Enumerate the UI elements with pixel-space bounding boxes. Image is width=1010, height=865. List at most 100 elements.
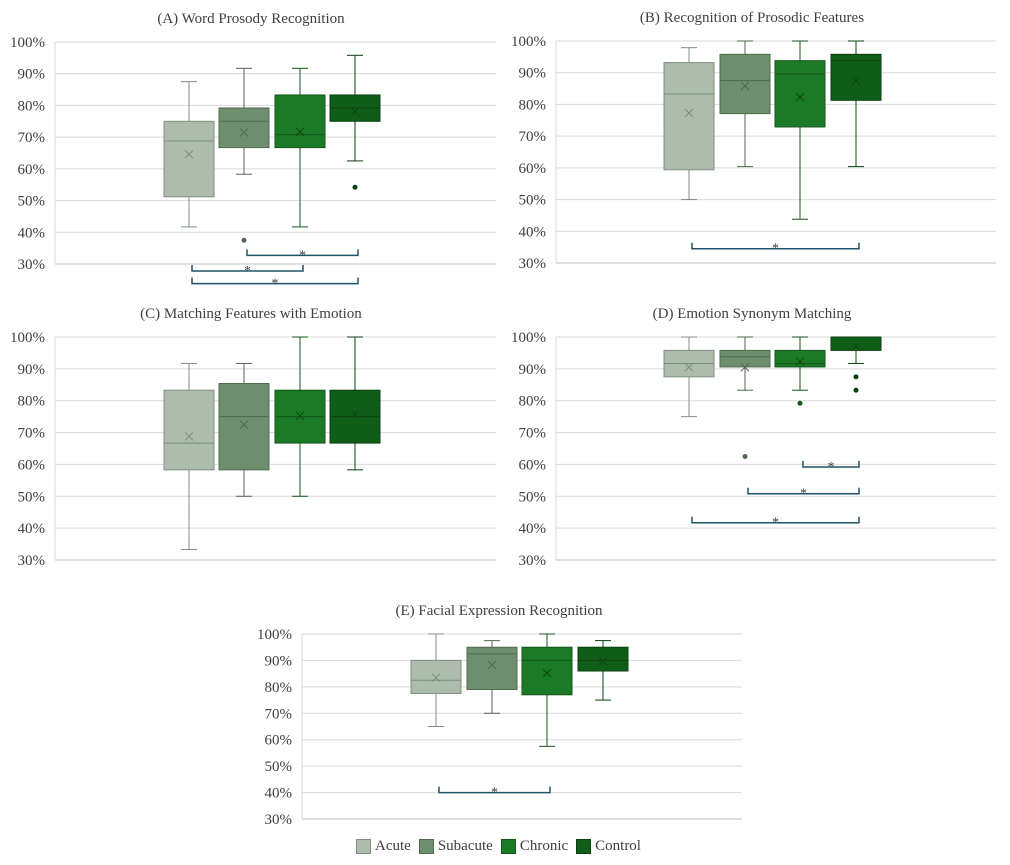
mean-marker bbox=[684, 362, 694, 372]
box-iqr bbox=[163, 120, 215, 198]
legend-swatch-control bbox=[576, 839, 592, 854]
panel-d-tick-label: 90% bbox=[519, 362, 547, 378]
panel-c-box-acute bbox=[163, 362, 215, 550]
panel-e-tick-label: 80% bbox=[265, 680, 293, 696]
panel-e-tick-label: 100% bbox=[257, 627, 292, 643]
panel-a-box-chronic bbox=[274, 67, 326, 228]
panel-b-tick-label: 50% bbox=[519, 193, 547, 209]
panel-c-tick-label: 100% bbox=[10, 330, 45, 346]
box-iqr bbox=[774, 60, 826, 128]
panel-d: (D) Emotion Synonym Matching 30% 40% 50% 60… bbox=[511, 306, 996, 569]
legend-item-control: Control bbox=[576, 838, 641, 855]
panel-e-box-subacute bbox=[466, 640, 518, 714]
mean-marker bbox=[598, 656, 608, 666]
legend-label-chronic: Chronic bbox=[519, 838, 569, 854]
box-iqr bbox=[218, 383, 270, 471]
panel-a-significance-bracket: * bbox=[191, 277, 359, 292]
panel-a-significance-bracket: * bbox=[191, 264, 304, 279]
outlier-point bbox=[241, 237, 247, 243]
panel-b-tick-label: 80% bbox=[519, 97, 547, 113]
legend: Acute Subacute Chronic Control bbox=[0, 838, 1010, 862]
mean-marker bbox=[431, 673, 441, 682]
mean-marker bbox=[350, 107, 360, 117]
mean-marker bbox=[350, 409, 360, 419]
box-iqr bbox=[218, 107, 270, 149]
significance-label: * bbox=[272, 277, 279, 292]
panel-c-box-chronic bbox=[274, 336, 326, 497]
panel-e-title: (E) Facial Expression Recognition bbox=[395, 603, 603, 619]
box-iqr bbox=[719, 53, 771, 115]
panel-a-box-control bbox=[329, 54, 381, 190]
significance-label: * bbox=[299, 248, 306, 263]
panel-d-tick-label: 100% bbox=[511, 330, 546, 346]
panel-a-tick-label: 30% bbox=[18, 257, 46, 273]
panel-b-tick-label: 60% bbox=[519, 161, 547, 177]
panel-a-tick-label: 40% bbox=[18, 225, 46, 241]
panel-a-tick-label: 100% bbox=[10, 35, 45, 51]
panel-a-tick-label: 50% bbox=[18, 194, 46, 210]
bracket-line bbox=[191, 277, 359, 285]
box-iqr bbox=[521, 646, 573, 696]
box-iqr bbox=[163, 389, 215, 471]
panel-b-box-subacute bbox=[719, 40, 771, 168]
mean-marker bbox=[684, 108, 694, 118]
outlier-point bbox=[742, 453, 748, 459]
box-iqr bbox=[577, 646, 629, 672]
panel-d-title: (D) Emotion Synonym Matching bbox=[653, 306, 852, 322]
panel-b-significance-bracket: * bbox=[691, 242, 860, 257]
panel-e: (E) Facial Expression Recognition 30% 40%… bbox=[257, 603, 742, 828]
bracket-line bbox=[438, 786, 551, 794]
panel-c-box-control bbox=[329, 336, 381, 471]
outlier-point bbox=[352, 184, 358, 190]
significance-label: * bbox=[491, 786, 498, 801]
bracket-line bbox=[691, 516, 860, 524]
panel-d-tick-label: 80% bbox=[519, 394, 547, 410]
panel-e-tick-label: 50% bbox=[265, 759, 293, 775]
box-iqr bbox=[663, 62, 715, 171]
panel-c-tick-label: 70% bbox=[18, 426, 46, 442]
panel-b-tick-label: 90% bbox=[519, 66, 547, 82]
panel-a-tick-label: 90% bbox=[18, 67, 46, 83]
panel-e-tick-label: 40% bbox=[265, 786, 293, 802]
panel-b-tick-label: 70% bbox=[519, 129, 547, 145]
box-iqr bbox=[274, 94, 326, 149]
panel-d-box-subacute bbox=[719, 336, 771, 459]
panel-e-box-chronic bbox=[521, 633, 573, 747]
significance-label: * bbox=[244, 264, 251, 279]
panel-b-title: (B) Recognition of Prosodic Features bbox=[640, 10, 864, 26]
panel-a: (A) Word Prosody Recognition 30% 40% 50% 60… bbox=[10, 11, 496, 292]
panel-c-tick-label: 90% bbox=[18, 362, 46, 378]
legend-item-subacute: Subacute bbox=[418, 838, 493, 855]
panel-d-significance-bracket: * bbox=[802, 460, 860, 475]
legend-label-subacute: Subacute bbox=[437, 838, 493, 854]
legend-item-chronic: Chronic bbox=[500, 838, 569, 855]
panel-b-tick-label: 100% bbox=[511, 34, 546, 50]
mean-marker bbox=[184, 432, 194, 441]
mean-marker bbox=[239, 128, 249, 137]
panel-c: (C) Matching Features with Emotion 30% 40… bbox=[10, 306, 496, 569]
mean-marker bbox=[851, 342, 861, 352]
panel-a-box-subacute bbox=[218, 67, 270, 243]
mean-marker bbox=[295, 127, 305, 137]
box-iqr bbox=[830, 53, 882, 101]
panel-b-tick-label: 30% bbox=[519, 256, 547, 272]
outlier-point bbox=[797, 400, 803, 406]
legend-swatch-acute bbox=[356, 839, 371, 854]
panel-e-tick-label: 30% bbox=[265, 812, 293, 828]
panel-d-tick-label: 30% bbox=[519, 553, 547, 569]
panel-e-tick-label: 70% bbox=[265, 706, 293, 722]
mean-marker bbox=[740, 362, 750, 372]
panel-a-significance-bracket: * bbox=[246, 248, 359, 263]
box-iqr bbox=[774, 349, 826, 368]
panel-d-box-chronic bbox=[774, 336, 826, 406]
mean-marker bbox=[239, 420, 249, 429]
panel-a-tick-label: 70% bbox=[18, 130, 46, 146]
mean-marker bbox=[487, 660, 497, 670]
panel-b: (B) Recognition of Prosodic Features 30%… bbox=[511, 10, 996, 272]
mean-marker bbox=[295, 411, 305, 421]
mean-marker bbox=[542, 668, 552, 678]
significance-label: * bbox=[772, 516, 779, 531]
panel-a-title: (A) Word Prosody Recognition bbox=[157, 11, 345, 27]
legend-label-acute: Acute bbox=[375, 838, 411, 854]
legend-label-control: Control bbox=[595, 838, 641, 854]
